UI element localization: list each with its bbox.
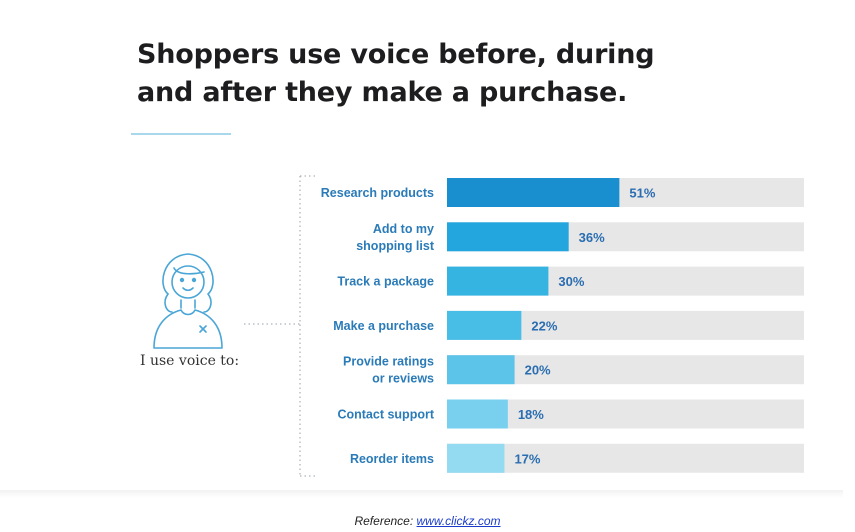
category-label: Track a package	[337, 275, 434, 289]
data-label: 18%	[518, 407, 544, 422]
bar	[447, 178, 620, 207]
title-underline	[131, 133, 231, 135]
bar-track	[447, 443, 804, 473]
reference-link[interactable]: www.clickz.com	[416, 514, 501, 528]
data-label: 22%	[531, 318, 557, 333]
data-label: 20%	[525, 363, 551, 378]
category-label: or reviews	[372, 372, 434, 386]
data-label: 30%	[558, 274, 584, 289]
data-label: 51%	[629, 186, 655, 201]
bar	[447, 222, 569, 252]
category-label: shopping list	[356, 239, 435, 253]
bars-layer: 51% Research products 36% Add to my shopping…	[321, 178, 804, 473]
category-label: Research products	[321, 186, 434, 200]
intro-text: I use voice to:	[140, 353, 240, 369]
category-label: Reorder items	[350, 452, 434, 466]
bar	[447, 399, 508, 429]
bar	[447, 310, 522, 340]
reference-footer: Reference: www.clickz.com	[0, 514, 855, 528]
data-label: 17%	[514, 451, 540, 466]
woman-figure-icon	[153, 253, 223, 349]
data-label: 36%	[579, 230, 605, 245]
bracket-dotted-line	[299, 175, 318, 477]
card-shadow	[0, 490, 843, 498]
bar	[447, 266, 549, 296]
title-line-1: Shoppers use voice before, during	[137, 39, 655, 70]
category-label: Provide ratings	[343, 355, 434, 369]
bar	[447, 355, 515, 385]
category-label: Add to my	[373, 222, 434, 236]
category-label: Contact support	[337, 408, 434, 422]
bar	[447, 443, 505, 473]
title-line-2: and after they make a purchase.	[137, 77, 628, 108]
reference-prefix: Reference:	[354, 514, 417, 528]
page-title: Shoppers use voice before, during and af…	[137, 36, 697, 112]
category-label: Make a purchase	[333, 319, 434, 333]
